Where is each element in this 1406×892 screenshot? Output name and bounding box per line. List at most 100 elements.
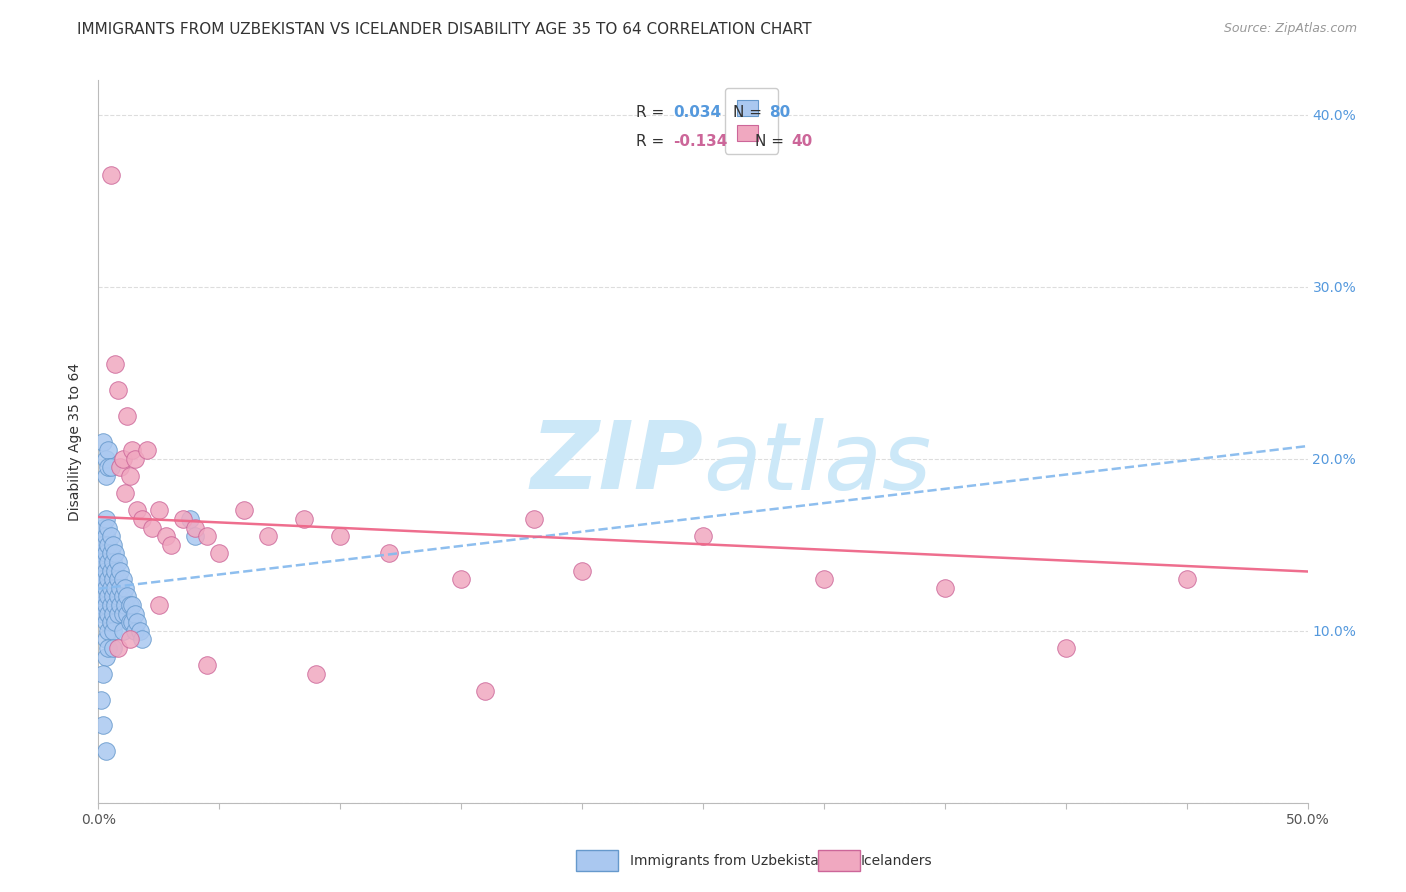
Point	[184, 529, 207, 543]
Point	[329, 529, 352, 543]
Point	[104, 564, 127, 578]
Point	[94, 546, 117, 560]
Point	[104, 581, 127, 595]
Point	[813, 572, 835, 586]
Text: 0.034: 0.034	[672, 105, 721, 120]
Point	[934, 581, 956, 595]
Point	[100, 546, 122, 560]
Point	[90, 692, 112, 706]
Point	[108, 598, 131, 612]
Point	[474, 684, 496, 698]
Point	[107, 590, 129, 604]
Point	[100, 168, 122, 182]
Point	[104, 598, 127, 612]
Point	[571, 564, 593, 578]
Point	[111, 590, 134, 604]
Point	[108, 581, 131, 595]
Point	[111, 572, 134, 586]
Text: atlas: atlas	[703, 417, 931, 508]
Point	[114, 486, 136, 500]
Point	[94, 564, 117, 578]
Point	[208, 546, 231, 560]
Point	[90, 572, 112, 586]
Point	[100, 581, 122, 595]
Text: N =: N =	[755, 134, 785, 149]
Point	[135, 443, 157, 458]
Point	[124, 624, 146, 638]
Point	[111, 624, 134, 638]
Point	[97, 640, 120, 655]
Point	[124, 607, 146, 621]
Point	[117, 590, 139, 604]
Point	[256, 529, 278, 543]
Point	[107, 640, 129, 655]
Point	[305, 666, 328, 681]
Point	[94, 649, 117, 664]
Point	[179, 512, 201, 526]
Point	[91, 572, 114, 586]
Point	[1175, 572, 1198, 586]
Point	[94, 451, 117, 466]
Point	[94, 469, 117, 483]
Text: -0.134: -0.134	[672, 134, 727, 149]
Point	[124, 451, 146, 466]
Point	[94, 632, 117, 647]
Point	[148, 598, 170, 612]
Point	[232, 503, 254, 517]
Point	[91, 718, 114, 732]
Point	[101, 572, 124, 586]
Point	[91, 666, 114, 681]
Point	[108, 460, 131, 475]
Point	[292, 512, 315, 526]
Point	[94, 581, 117, 595]
Point	[97, 443, 120, 458]
Text: Immigrants from Uzbekistan: Immigrants from Uzbekistan	[630, 854, 828, 868]
Point	[100, 564, 122, 578]
Text: Icelanders: Icelanders	[860, 854, 932, 868]
Point	[101, 624, 124, 638]
Point	[94, 529, 117, 543]
Point	[127, 503, 149, 517]
Point	[117, 409, 139, 423]
Point	[100, 460, 122, 475]
Point	[97, 538, 120, 552]
Point	[131, 632, 153, 647]
Text: R =: R =	[637, 134, 665, 149]
Text: 80: 80	[769, 105, 790, 120]
Point	[450, 572, 472, 586]
Point	[94, 615, 117, 630]
Point	[111, 607, 134, 621]
Point	[117, 607, 139, 621]
Point	[91, 555, 114, 569]
Point	[91, 538, 114, 552]
Text: IMMIGRANTS FROM UZBEKISTAN VS ICELANDER DISABILITY AGE 35 TO 64 CORRELATION CHAR: IMMIGRANTS FROM UZBEKISTAN VS ICELANDER …	[77, 22, 811, 37]
Point	[195, 658, 218, 673]
Legend: , : ,	[724, 88, 778, 153]
Point	[91, 607, 114, 621]
Point	[94, 598, 117, 612]
Point	[90, 598, 112, 612]
Point	[91, 434, 114, 449]
Point	[94, 744, 117, 758]
Point	[101, 607, 124, 621]
Point	[184, 520, 207, 534]
Text: 40: 40	[792, 134, 813, 149]
Point	[100, 615, 122, 630]
Point	[377, 546, 399, 560]
Point	[141, 520, 163, 534]
Point	[104, 615, 127, 630]
Point	[523, 512, 546, 526]
Point	[107, 607, 129, 621]
Point	[101, 640, 124, 655]
Point	[121, 443, 143, 458]
Point	[118, 469, 141, 483]
Point	[97, 572, 120, 586]
Point	[97, 624, 120, 638]
Point	[114, 581, 136, 595]
Point	[111, 451, 134, 466]
Point	[128, 624, 150, 638]
Point	[118, 615, 141, 630]
Point	[155, 529, 177, 543]
Point	[94, 512, 117, 526]
Point	[108, 564, 131, 578]
